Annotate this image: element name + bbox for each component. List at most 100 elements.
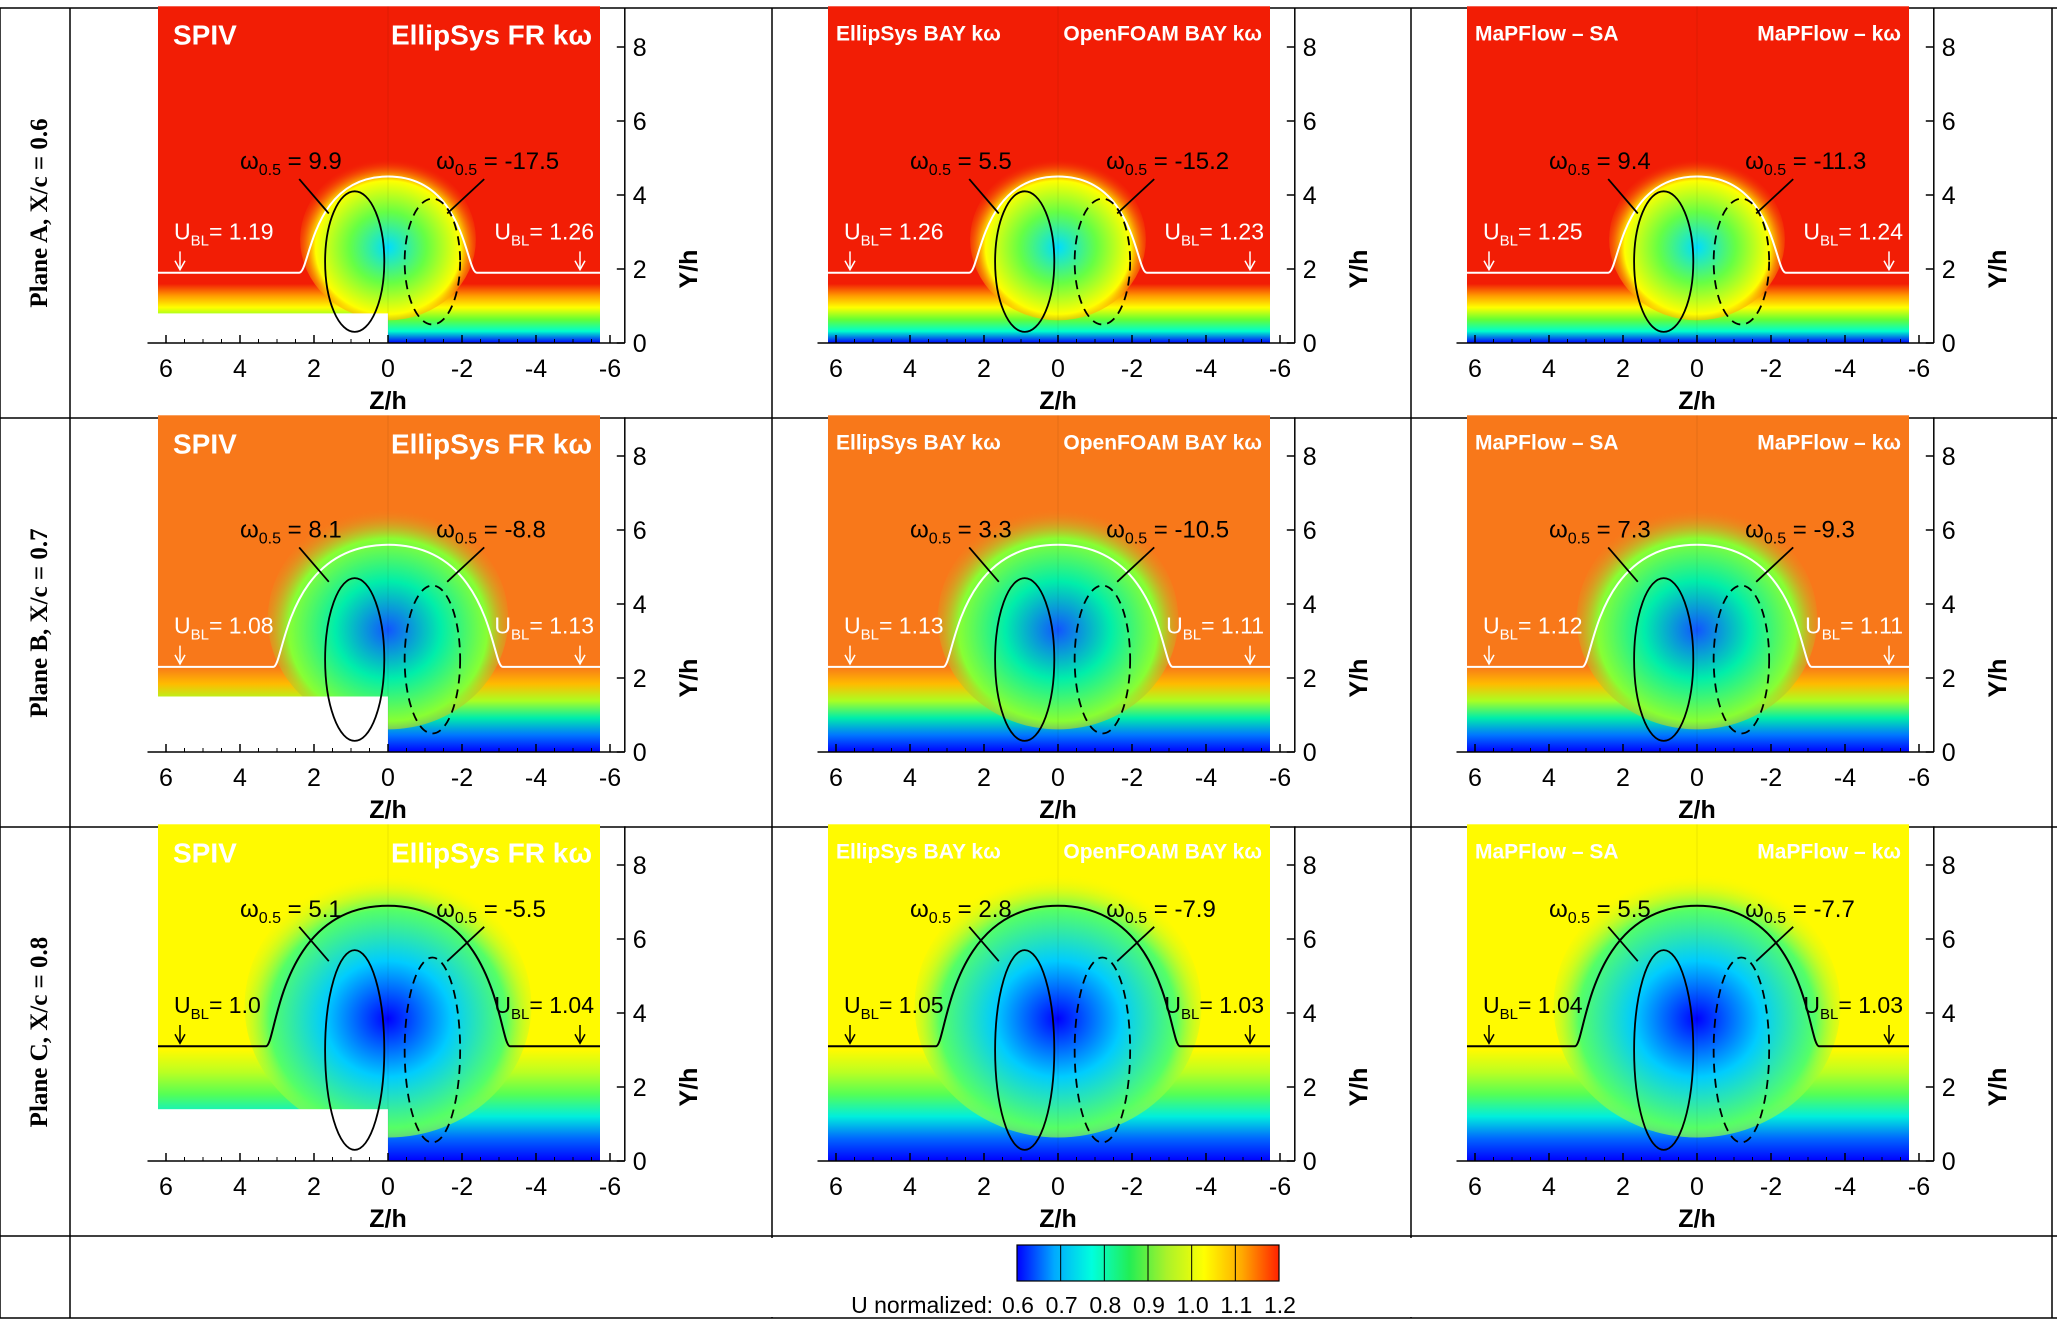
x-tick-label: -6 <box>1269 1173 1291 1201</box>
omega-label-right: ω0.5 = -11.3 <box>1745 148 1866 179</box>
ubl-label-right: UBL= 1.26 <box>494 218 594 249</box>
axes: 6 4 2 0 -2 -4 -6 0 2 4 6 8 Z/h Y/h <box>1456 826 2012 1233</box>
omega-contour-solid <box>324 949 386 1151</box>
x-tick-label: 6 <box>829 1173 843 1201</box>
panel-title-left: EllipSys BAY kω <box>836 431 1001 454</box>
x-axis-label: Z/h <box>1039 1205 1077 1233</box>
y-tick-label: 8 <box>633 34 647 62</box>
x-tick-label: 4 <box>233 764 247 792</box>
x-tick-label: -6 <box>1269 764 1291 792</box>
x-tick-label: -2 <box>1121 764 1143 792</box>
x-tick-label: 2 <box>307 764 321 792</box>
y-tick-label: 4 <box>1303 182 1317 210</box>
x-tick-label: 0 <box>1690 355 1704 383</box>
x-tick-label: 2 <box>1616 355 1630 383</box>
y-tick-label: 6 <box>1303 926 1317 954</box>
y-tick-label: 4 <box>1942 1000 1956 1028</box>
x-axis-label: Z/h <box>1039 796 1077 824</box>
x-tick-label: -4 <box>1834 355 1856 383</box>
omega-label-left: ω0.5 = 5.5 <box>910 148 1012 179</box>
x-tick-label: 2 <box>977 1173 991 1201</box>
y-tick-label: 4 <box>633 182 647 210</box>
y-tick-label: 0 <box>1303 330 1317 358</box>
omega-contour-dashed <box>403 197 462 326</box>
x-tick-label: 6 <box>1468 355 1482 383</box>
x-tick-label: -4 <box>525 764 547 792</box>
x-tick-label: -6 <box>1908 355 1930 383</box>
y-tick-label: 6 <box>1942 517 1956 545</box>
omega-label-left: ω0.5 = 2.8 <box>910 896 1012 927</box>
omega-label-left: ω0.5 = 8.1 <box>240 516 342 547</box>
contour-panel: SPIV EllipSys FR kω ω0.5 = 5.1 ω0.5 = -5.5 U… <box>147 824 703 1233</box>
x-tick-label: -2 <box>451 764 473 792</box>
omega-label-right: ω0.5 = -7.9 <box>1106 896 1216 927</box>
y-axis-label: Y/h <box>675 250 703 289</box>
y-tick-label: 2 <box>633 256 647 284</box>
y-tick-label: 0 <box>1942 330 1956 358</box>
x-tick-label: 4 <box>233 1173 247 1201</box>
axes: 6 4 2 0 -2 -4 -6 0 2 4 6 8 Z/h Y/h <box>1456 8 2012 415</box>
x-tick-label: 4 <box>903 355 917 383</box>
panel-title-right: MaPFlow – kω <box>1757 840 1901 863</box>
x-tick-label: -4 <box>525 355 547 383</box>
omega-contour-solid <box>1633 190 1695 333</box>
y-tick-label: 6 <box>1942 926 1956 954</box>
x-tick-label: 6 <box>829 355 843 383</box>
y-tick-label: 8 <box>633 852 647 880</box>
contour-panel: MaPFlow – SA MaPFlow – kω ω0.5 = 5.5 ω0.5 =… <box>1456 824 2012 1233</box>
panel-title-left: EllipSys BAY kω <box>836 840 1001 863</box>
ubl-label-left: UBL= 1.13 <box>844 613 944 644</box>
y-tick-label: 0 <box>633 739 647 767</box>
omega-contour-dashed <box>1712 584 1771 735</box>
y-tick-label: 0 <box>1942 1148 1956 1176</box>
panel-title-left: SPIV <box>173 837 237 868</box>
y-tick-label: 0 <box>1303 739 1317 767</box>
x-tick-label: 0 <box>381 764 395 792</box>
contour-panel: EllipSys BAY kω OpenFOAM BAY kω ω0.5 = 3.3… <box>817 415 1373 824</box>
x-tick-label: 0 <box>1051 764 1065 792</box>
omega-contour-dashed <box>403 584 462 735</box>
y-tick-label: 8 <box>1942 34 1956 62</box>
y-axis-label: Y/h <box>1984 250 2012 289</box>
axes: 6 4 2 0 -2 -4 -6 0 2 4 6 8 Z/h Y/h <box>817 826 1373 1233</box>
omega-contour-dashed <box>1073 956 1132 1144</box>
x-tick-label: -4 <box>1834 764 1856 792</box>
x-tick-label: 4 <box>903 1173 917 1201</box>
x-tick-label: -6 <box>1269 355 1291 383</box>
axes: 6 4 2 0 -2 -4 -6 0 2 4 6 8 Z/h Y/h <box>817 8 1373 415</box>
contour-panel: SPIV EllipSys FR kω ω0.5 = 8.1 ω0.5 = -8.8 U… <box>147 415 703 824</box>
y-tick-label: 8 <box>1303 852 1317 880</box>
omega-contour-dashed <box>403 956 462 1144</box>
panel-title-right: MaPFlow – kω <box>1757 431 1901 454</box>
panel-title-right: MaPFlow – kω <box>1757 22 1901 45</box>
omega-contour-solid <box>1633 577 1695 742</box>
panel-title-right: EllipSys FR kω <box>391 428 592 459</box>
ubl-contour <box>1467 543 1909 668</box>
panel-title-right: OpenFOAM BAY kω <box>1063 22 1262 45</box>
x-tick-label: 2 <box>1616 1173 1630 1201</box>
x-tick-label: 4 <box>1542 764 1556 792</box>
ubl-label-left: UBL= 1.26 <box>844 218 944 249</box>
ubl-label-left: UBL= 1.25 <box>1483 218 1583 249</box>
omega-label-left: ω0.5 = 9.4 <box>1549 148 1651 179</box>
row-label: Plane A, X/c = 0.6 <box>26 118 53 307</box>
omega-label-right: ω0.5 = -8.8 <box>436 516 546 547</box>
y-tick-label: 2 <box>1942 256 1956 284</box>
axes: 6 4 2 0 -2 -4 -6 0 2 4 6 8 Z/h Y/h <box>1456 417 2012 824</box>
ubl-label-left: UBL= 1.05 <box>844 992 944 1023</box>
colorbar-tick-label: 0.7 <box>1046 1292 1078 1318</box>
x-axis-label: Z/h <box>369 387 407 415</box>
ubl-label-right: UBL= 1.11 <box>1166 613 1264 644</box>
axes: 6 4 2 0 -2 -4 -6 0 2 4 6 8 Z/h Y/h <box>147 826 703 1233</box>
y-axis-label: Y/h <box>675 1068 703 1107</box>
ubl-label-right: UBL= 1.13 <box>494 613 594 644</box>
x-axis-label: Z/h <box>369 1205 407 1233</box>
contour-panel: MaPFlow – SA MaPFlow – kω ω0.5 = 7.3 ω0.5 =… <box>1456 415 2012 824</box>
x-tick-label: -2 <box>451 355 473 383</box>
x-tick-label: 0 <box>1051 355 1065 383</box>
ubl-label-left: UBL= 1.0 <box>174 992 261 1023</box>
axes: 6 4 2 0 -2 -4 -6 0 2 4 6 8 Z/h Y/h <box>817 417 1373 824</box>
x-tick-label: 2 <box>1616 764 1630 792</box>
omega-contour-dashed <box>1712 956 1771 1144</box>
y-tick-label: 2 <box>633 665 647 693</box>
